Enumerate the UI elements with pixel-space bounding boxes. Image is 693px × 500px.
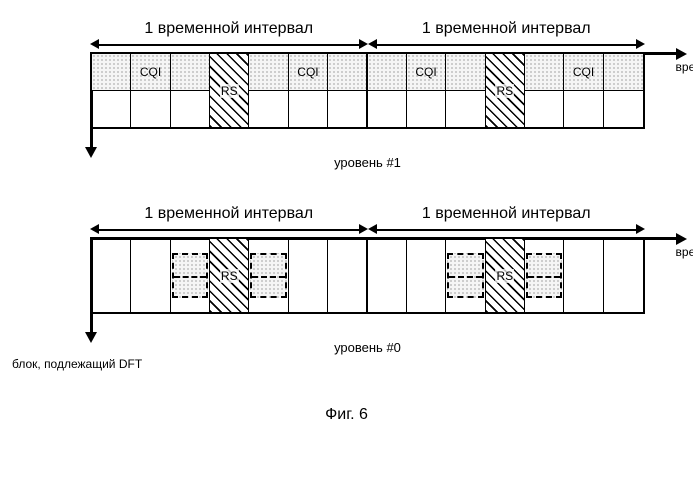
interval-text: 1 временной интервал [144, 20, 313, 37]
interval-arrow [368, 225, 646, 235]
grid-cell [564, 239, 603, 312]
cqi-half [92, 54, 130, 91]
cqi-half [368, 54, 406, 91]
level-1-grid: CQI RS CQI CQI RS CQI [90, 54, 645, 129]
interval-arrow [90, 225, 368, 235]
grid-cell [171, 239, 210, 312]
grid-cell [604, 239, 643, 312]
level-0-grid: RS RS [90, 239, 645, 314]
grid-cell: CQI [289, 54, 328, 127]
grid-cell: RS [486, 239, 525, 312]
down-arrow-head [85, 147, 97, 158]
grid-cell [328, 239, 367, 312]
empty-half [171, 91, 209, 128]
level-1-axis: время CQIRSCQICQIRSCQI [90, 54, 675, 129]
grid-cell [604, 54, 643, 127]
empty-half [328, 91, 365, 128]
cqi-half [525, 54, 563, 91]
level-0-label: уровень #0 [90, 340, 645, 355]
figure-caption: Фиг. 6 [10, 406, 683, 424]
cqi-half [171, 54, 209, 91]
grid-cell [525, 54, 564, 127]
level-1-diagram: 1 временной интервал 1 временной интерва… [10, 20, 683, 170]
dashed-dots-block [250, 253, 286, 298]
cqi-half [249, 54, 287, 91]
grid-cell: CQI [131, 54, 170, 127]
interval-label-1: 1 временной интервал [90, 20, 368, 54]
empty-half [525, 91, 563, 128]
rs-label: RS [220, 269, 239, 283]
empty-half [131, 91, 169, 128]
grid-cell: RS [210, 54, 249, 127]
cqi-half: CQI [407, 54, 445, 91]
dashed-dots-block [172, 253, 208, 298]
grid-cell [92, 54, 131, 127]
rs-label: RS [495, 269, 514, 283]
rs-label: RS [220, 84, 239, 98]
cqi-half [328, 54, 365, 91]
cqi-half [446, 54, 484, 91]
empty-half [92, 91, 130, 128]
interval-text: 1 временной интервал [144, 205, 313, 222]
grid-cell: CQI [564, 54, 603, 127]
interval-arrow [90, 40, 368, 50]
grid-cell [407, 239, 446, 312]
empty-half [289, 91, 327, 128]
interval-label-1: 1 временной интервал [90, 205, 368, 239]
down-arrow-head [85, 332, 97, 343]
cqi-label: CQI [297, 65, 318, 79]
cqi-half: CQI [289, 54, 327, 91]
grid-cell [131, 239, 170, 312]
cqi-label: CQI [415, 65, 436, 79]
interval-labels-row: 1 временной интервал 1 временной интерва… [90, 20, 645, 54]
dashed-dots-block [447, 253, 483, 298]
grid-cell [92, 239, 131, 312]
rs-label: RS [495, 84, 514, 98]
dft-label: блок, подлежащий DFT [12, 357, 683, 371]
level-0-axis: время RSRS [90, 239, 675, 314]
empty-half [564, 91, 602, 128]
interval-arrow [368, 40, 646, 50]
grid-cell [446, 239, 485, 312]
grid-cell: RS [210, 239, 249, 312]
cqi-half [604, 54, 643, 91]
grid-cell: RS [486, 54, 525, 127]
grid-cell [171, 54, 210, 127]
empty-half [604, 91, 643, 128]
level-0-diagram: 1 временной интервал 1 временной интерва… [10, 205, 683, 371]
level-1-label: уровень #1 [90, 155, 645, 170]
grid-cell [525, 239, 564, 312]
empty-half [446, 91, 484, 128]
grid-cell [368, 54, 407, 127]
cqi-half: CQI [564, 54, 602, 91]
grid-cell: CQI [407, 54, 446, 127]
time-axis-label: время [676, 60, 693, 74]
dashed-dots-block [526, 253, 562, 298]
grid-cell [289, 239, 328, 312]
interval-text: 1 временной интервал [422, 20, 591, 37]
interval-label-2: 1 временной интервал [368, 20, 646, 54]
cqi-half: CQI [131, 54, 169, 91]
interval-labels-row: 1 временной интервал 1 временной интерва… [90, 205, 645, 239]
interval-label-2: 1 временной интервал [368, 205, 646, 239]
empty-half [407, 91, 445, 128]
grid-cell [249, 54, 288, 127]
cqi-label: CQI [573, 65, 594, 79]
grid-cell [446, 54, 485, 127]
empty-half [249, 91, 287, 128]
grid-cell [328, 54, 367, 127]
empty-half [368, 91, 406, 128]
interval-text: 1 временной интервал [422, 205, 591, 222]
time-axis-label: время [676, 245, 693, 259]
grid-cell [249, 239, 288, 312]
grid-cell [368, 239, 407, 312]
cqi-label: CQI [140, 65, 161, 79]
